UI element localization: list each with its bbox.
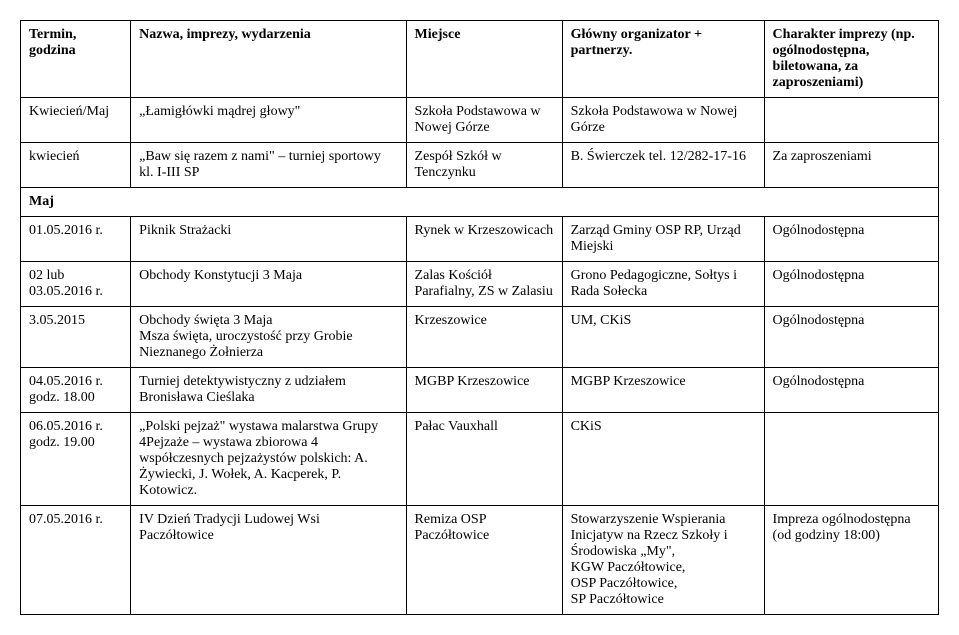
cell-place: Szkoła Podstawowa w Nowej Górze (406, 98, 562, 143)
cell-term: 06.05.2016 r. godz. 19.00 (21, 413, 131, 506)
cell-place: Zalas Kościół Parafialny, ZS w Zalasiu (406, 262, 562, 307)
cell-term: 02 lub 03.05.2016 r. (21, 262, 131, 307)
cell-character: Ogólnodostępna (764, 307, 938, 368)
table-row: 06.05.2016 r. godz. 19.00 „Polski pejzaż… (21, 413, 939, 506)
cell-organizer: UM, CKiS (562, 307, 764, 368)
header-organizer: Główny organizator + partnerzy. (562, 21, 764, 98)
events-table: Termin, godzina Nazwa, imprezy, wydarzen… (20, 20, 939, 615)
cell-place: MGBP Krzeszowice (406, 368, 562, 413)
cell-term: 3.05.2015 (21, 307, 131, 368)
header-term: Termin, godzina (21, 21, 131, 98)
cell-term: 01.05.2016 r. (21, 217, 131, 262)
cell-character: Ogólnodostępna (764, 217, 938, 262)
table-row: 07.05.2016 r. IV Dzień Tradycji Ludowej … (21, 506, 939, 615)
table-header-row: Termin, godzina Nazwa, imprezy, wydarzen… (21, 21, 939, 98)
cell-organizer: Grono Pedagogiczne, Sołtys i Rada Sołeck… (562, 262, 764, 307)
cell-place: Pałac Vauxhall (406, 413, 562, 506)
cell-place: Remiza OSP Paczółtowice (406, 506, 562, 615)
cell-character (764, 413, 938, 506)
cell-organizer: CKiS (562, 413, 764, 506)
cell-name: IV Dzień Tradycji Ludowej Wsi Paczółtowi… (131, 506, 406, 615)
table-row: 04.05.2016 r. godz. 18.00 Turniej detekt… (21, 368, 939, 413)
section-label: Maj (21, 188, 939, 217)
table-row: kwiecień „Baw się razem z nami" – turnie… (21, 143, 939, 188)
cell-character: Impreza ogólnodostępna (od godziny 18:00… (764, 506, 938, 615)
cell-organizer: Szkoła Podstawowa w Nowej Górze (562, 98, 764, 143)
cell-name: „Polski pejzaż" wystawa malarstwa Grupy … (131, 413, 406, 506)
cell-organizer: Stowarzyszenie Wspierania Inicjatyw na R… (562, 506, 764, 615)
cell-character: Ogólnodostępna (764, 368, 938, 413)
cell-organizer: B. Świerczek tel. 12/282-17-16 (562, 143, 764, 188)
section-row-maj: Maj (21, 188, 939, 217)
cell-place: Rynek w Krzeszowicach (406, 217, 562, 262)
header-character: Charakter imprezy (np. ogólnodostępna, b… (764, 21, 938, 98)
cell-organizer: MGBP Krzeszowice (562, 368, 764, 413)
header-place: Miejsce (406, 21, 562, 98)
cell-name: „Baw się razem z nami" – turniej sportow… (131, 143, 406, 188)
cell-character: Ogólnodostępna (764, 262, 938, 307)
cell-term: kwiecień (21, 143, 131, 188)
cell-name: Piknik Strażacki (131, 217, 406, 262)
cell-term: Kwiecień/Maj (21, 98, 131, 143)
cell-term: 07.05.2016 r. (21, 506, 131, 615)
cell-character: Za zaproszeniami (764, 143, 938, 188)
header-name: Nazwa, imprezy, wydarzenia (131, 21, 406, 98)
cell-place: Krzeszowice (406, 307, 562, 368)
cell-character (764, 98, 938, 143)
cell-organizer: Zarząd Gminy OSP RP, Urząd Miejski (562, 217, 764, 262)
table-row: 3.05.2015 Obchody święta 3 MajaMsza świę… (21, 307, 939, 368)
table-row: Kwiecień/Maj „Łamigłówki mądrej głowy" S… (21, 98, 939, 143)
cell-name: Obchody Konstytucji 3 Maja (131, 262, 406, 307)
cell-place: Zespół Szkół w Tenczynku (406, 143, 562, 188)
cell-term: 04.05.2016 r. godz. 18.00 (21, 368, 131, 413)
cell-name: „Łamigłówki mądrej głowy" (131, 98, 406, 143)
table-row: 02 lub 03.05.2016 r. Obchody Konstytucji… (21, 262, 939, 307)
cell-name: Turniej detektywistyczny z udziałem Bron… (131, 368, 406, 413)
cell-name: Obchody święta 3 MajaMsza święta, uroczy… (131, 307, 406, 368)
table-row: 01.05.2016 r. Piknik Strażacki Rynek w K… (21, 217, 939, 262)
